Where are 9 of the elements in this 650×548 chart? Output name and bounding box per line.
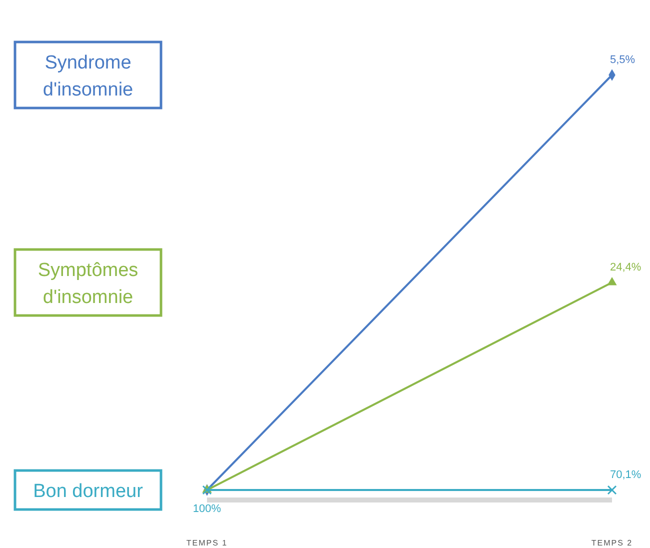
text: Syndrome d'insomnie	[42, 52, 134, 100]
annotation: 100%	[192, 503, 222, 515]
text: Bon dormeur	[33, 481, 144, 502]
annotation: 24,4%	[610, 262, 642, 274]
annotation: 5,5%	[610, 54, 636, 66]
x-tick-label: TEMPS 1	[186, 538, 228, 548]
text: Symptômes d'insomnie	[38, 260, 138, 308]
x-tick-label: TEMPS 2	[591, 538, 633, 548]
annotation: 70,1%	[610, 469, 642, 481]
